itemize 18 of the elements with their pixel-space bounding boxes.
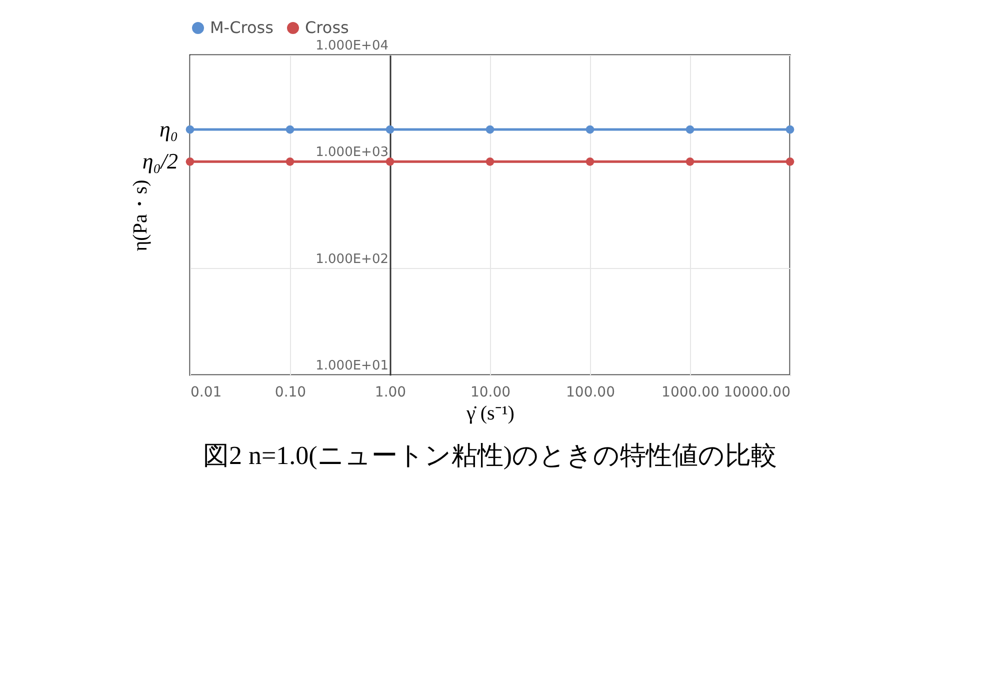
x-tick-label: 1000.00 <box>662 384 720 400</box>
x-tick-label: 10.00 <box>470 384 511 400</box>
y-tick-label: 1.000E+03 <box>316 145 388 160</box>
x-tick-label: 1.00 <box>374 384 406 400</box>
x-tick-label: 100.00 <box>566 384 615 400</box>
x-tick-label: 10000.00 <box>724 384 790 400</box>
y-tick-label: 1.000E+04 <box>316 38 388 54</box>
y-axis-title: η(Pa・s) <box>130 180 152 252</box>
text: 図2 n=1.0(ニュートン粘性)のときの特性値の比較 <box>203 441 777 470</box>
x-axis-title: γ̇ (s⁻¹) <box>466 402 514 424</box>
x-tick-label: 0.01 <box>190 384 222 400</box>
legend-label: Cross <box>305 18 349 37</box>
y-tick-label: 1.000E+01 <box>316 358 388 374</box>
y-tick-label: 1.000E+02 <box>316 252 388 267</box>
legend-label: M-Cross <box>210 18 274 37</box>
annotation: η₀ <box>159 116 178 142</box>
x-tick-label: 0.10 <box>274 384 306 400</box>
annotation: η₀/2 <box>142 148 178 174</box>
